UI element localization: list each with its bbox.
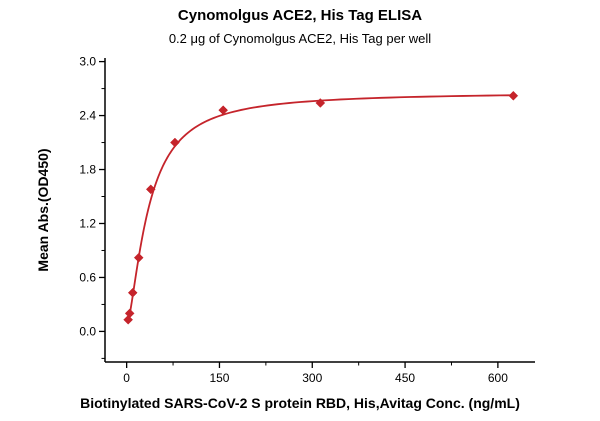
y-tick-label: 0.6 <box>79 270 96 284</box>
y-tick-label: 3.0 <box>79 55 96 69</box>
x-tick-label: 150 <box>209 371 229 385</box>
fit-curve <box>127 94 514 323</box>
chart-title: Cynomolgus ACE2, His Tag ELISA <box>178 7 422 24</box>
data-point <box>133 252 144 263</box>
y-tick-label: 1.2 <box>79 216 96 230</box>
x-tick-label: 300 <box>302 371 322 385</box>
data-point <box>218 105 229 116</box>
plot-area: 0 150 300 450 600 0.0 0.6 1.2 1.8 2.4 3.0 <box>79 55 535 385</box>
data-point <box>315 98 326 108</box>
x-tick-label: 450 <box>395 371 415 385</box>
data-point <box>170 137 180 148</box>
y-tick-label: 1.8 <box>79 163 96 177</box>
x-tick-label: 0 <box>123 371 130 385</box>
y-tick-label: 0.0 <box>79 324 96 338</box>
x-axis-label: Biotinylated SARS-CoV-2 S protein RBD, H… <box>80 395 520 411</box>
x-tick-label: 600 <box>488 371 508 385</box>
data-point <box>123 314 133 325</box>
data-point <box>508 90 519 101</box>
y-tick-label: 2.4 <box>79 109 96 123</box>
data-point <box>124 308 135 319</box>
data-point <box>127 287 138 298</box>
data-point <box>145 184 156 195</box>
chart-subtitle: 0.2 μg of Cynomolgus ACE2, His Tag per w… <box>169 31 431 46</box>
y-axis-label: Mean Abs.(OD450) <box>35 148 51 271</box>
